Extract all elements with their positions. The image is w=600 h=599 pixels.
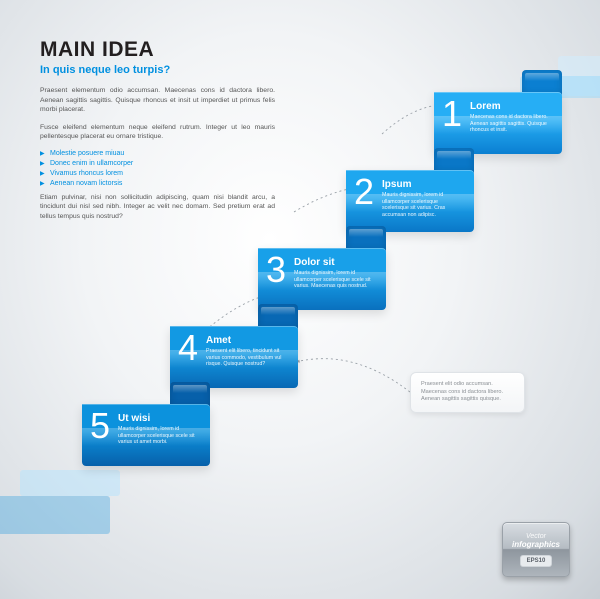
subtitle: In quis neque leo turpis? <box>40 64 275 76</box>
badge-line2: infographics <box>503 540 569 549</box>
step-desc: Mauris dignissim, lorem id ullamcorper s… <box>118 426 202 446</box>
intro-para-3: Etiam pulvinar, nisi non sollicitudin ad… <box>40 193 275 222</box>
bullet-item: Molestie posuere miuau <box>40 150 275 157</box>
step-label: Amet <box>206 335 290 346</box>
step-tread: 4 Amet Praesent elit libero, tincidunt sit… <box>170 326 298 388</box>
step-number: 5 <box>90 410 110 458</box>
intro-para-2: Fusce eleifend elementum neque eleifend … <box>40 123 275 142</box>
badge-chip: EPS10 <box>520 555 553 567</box>
step-tread: 2 Ipsum Mauris dignissim, lorem id ullamco… <box>346 170 474 232</box>
step-number: 4 <box>178 332 198 380</box>
bullet-item: Aenean novam lictorsis <box>40 180 275 187</box>
intro-text-block: MAIN IDEA In quis neque leo turpis? Prae… <box>40 38 275 229</box>
badge-line1: Vector <box>503 533 569 540</box>
step-tread: 3 Dolor sit Mauris dignissim, lorem id ull… <box>258 248 386 310</box>
step-tread: 5 Ut wisi Mauris dignissim, lorem id ullam… <box>82 404 210 466</box>
step-number: 1 <box>442 98 462 146</box>
bullet-item: Donec enim in ullamcorper <box>40 160 275 167</box>
main-title: MAIN IDEA <box>40 38 275 62</box>
step-desc: Praesent elit libero, tincidunt sit vari… <box>206 348 290 368</box>
step-number: 2 <box>354 176 374 224</box>
intro-para-1: Praesent elementum odio accumsan. Maecen… <box>40 86 275 115</box>
callout-text: Praesent elit odio accumsan. Maecenas co… <box>421 381 503 402</box>
bullet-item: Vivamus rhoncus lorem <box>40 170 275 177</box>
vector-badge: Vector infographics EPS10 <box>502 522 570 577</box>
step-number: 3 <box>266 254 286 302</box>
step-label: Ut wisi <box>118 413 202 424</box>
step-label: Dolor sit <box>294 257 378 268</box>
step-desc: Maecenas cons id dactora libero. Aenean … <box>470 114 554 134</box>
callout-box: Praesent elit odio accumsan. Maecenas co… <box>410 372 525 413</box>
step-label: Ipsum <box>382 179 466 190</box>
step-desc: Mauris dignissim, lorem id ullamcorper s… <box>382 192 466 218</box>
bullet-list: Molestie posuere miuau Donec enim in ull… <box>40 150 275 187</box>
step-label: Lorem <box>470 101 554 112</box>
step-tread: 1 Lorem Maecenas cons id dactora libero. A… <box>434 92 562 154</box>
step-desc: Mauris dignissim, lorem id ullamcorper s… <box>294 270 378 290</box>
